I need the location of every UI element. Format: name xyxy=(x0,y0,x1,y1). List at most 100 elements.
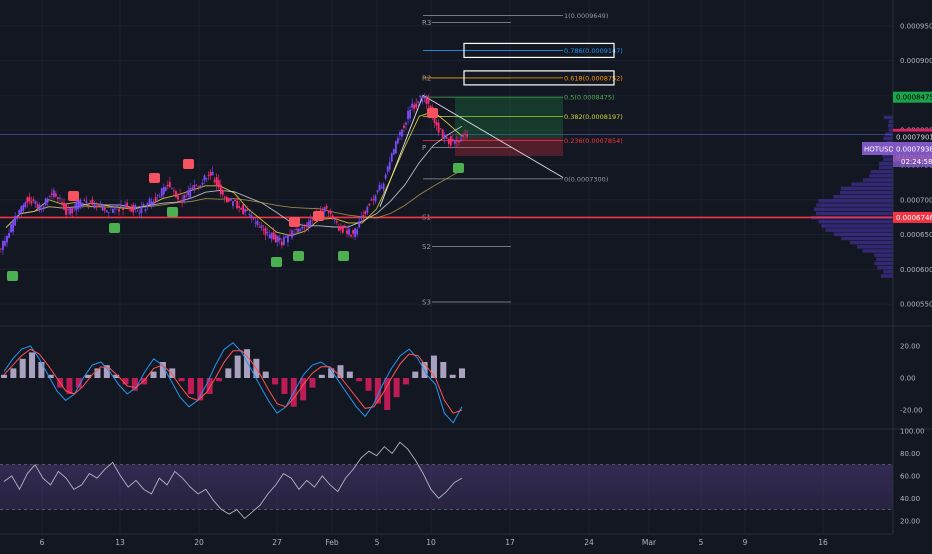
time-tick-label: Feb xyxy=(325,538,339,547)
candle xyxy=(399,132,401,135)
candle xyxy=(377,190,379,192)
candle xyxy=(305,225,307,226)
candle xyxy=(277,236,279,242)
candle xyxy=(385,175,387,179)
candle xyxy=(220,185,222,194)
candle xyxy=(230,199,232,201)
candle xyxy=(22,205,24,211)
macd-histogram-bar xyxy=(431,356,437,378)
candle xyxy=(287,235,289,242)
candle xyxy=(354,228,356,237)
rsi-scale-label: 80.00 xyxy=(900,450,920,458)
macd-histogram-bar xyxy=(450,375,456,378)
candle xyxy=(348,229,350,235)
volume-profile-bar xyxy=(818,199,893,203)
candle xyxy=(183,195,185,202)
volume-profile-bar xyxy=(874,262,893,266)
macd-histogram-bar xyxy=(366,378,372,391)
candle xyxy=(155,197,157,202)
macd-histogram-bar xyxy=(309,378,315,388)
candle xyxy=(116,206,118,208)
price-tag-label: 0.0007901 xyxy=(896,134,932,142)
sell-signal-marker xyxy=(313,211,324,221)
candle xyxy=(218,180,220,188)
candle xyxy=(464,134,466,135)
time-tick-label: 16 xyxy=(818,538,828,547)
candle xyxy=(228,198,230,201)
pivot-label: R2 xyxy=(422,75,431,83)
macd-histogram-bar xyxy=(141,378,147,384)
candle xyxy=(185,196,187,197)
candle xyxy=(391,153,393,161)
candle xyxy=(90,201,92,202)
macd-histogram-bar xyxy=(235,356,241,378)
volume-profile-bar xyxy=(850,241,893,245)
rsi-scale-label: 60.00 xyxy=(900,472,920,480)
candle xyxy=(26,197,28,202)
rsi-scale-label: 100.00 xyxy=(900,428,925,436)
candle xyxy=(24,202,26,207)
candle xyxy=(356,229,358,234)
macd-histogram-bar xyxy=(440,362,446,378)
candle xyxy=(263,229,265,230)
candle xyxy=(342,225,344,232)
candle xyxy=(295,229,297,230)
macd-histogram-bar xyxy=(29,352,35,378)
macd-histogram-bar xyxy=(263,372,269,378)
candle xyxy=(86,201,88,203)
candle xyxy=(195,185,197,186)
price-scale-label: 0.0009000 xyxy=(900,57,932,65)
rsi-scale-label: 40.00 xyxy=(900,495,920,503)
candle xyxy=(55,193,57,196)
candle xyxy=(403,125,405,128)
candle xyxy=(6,236,8,243)
volume-profile-bar xyxy=(877,266,893,270)
candle xyxy=(244,209,246,212)
candle xyxy=(136,211,138,212)
candle xyxy=(216,177,218,185)
candle xyxy=(212,172,214,175)
candle xyxy=(51,193,53,194)
candle xyxy=(246,209,248,210)
candle xyxy=(96,206,98,207)
volume-profile-bar xyxy=(884,116,893,120)
candle xyxy=(49,196,51,197)
candle xyxy=(167,185,169,186)
price-scale-label: 0.0006000 xyxy=(900,266,932,274)
volume-profile-bar xyxy=(851,182,893,186)
volume-profile-bar xyxy=(883,157,893,161)
volume-profile-bar xyxy=(833,195,893,199)
candle xyxy=(16,217,18,218)
volume-profile-bar xyxy=(825,228,893,232)
candle xyxy=(53,190,55,197)
candle xyxy=(261,225,263,228)
candle xyxy=(234,200,236,201)
candle xyxy=(208,175,210,176)
candle xyxy=(67,209,69,210)
candle xyxy=(39,205,41,210)
candle xyxy=(12,222,14,232)
candle xyxy=(293,234,295,235)
candle xyxy=(273,232,275,239)
candle xyxy=(79,200,81,208)
candle xyxy=(322,209,324,210)
candle xyxy=(45,198,47,205)
symbol-price: 0.0007938 xyxy=(896,146,932,154)
candle xyxy=(340,227,342,230)
candle xyxy=(204,175,206,180)
candle xyxy=(383,184,385,190)
candle xyxy=(407,111,409,119)
candle xyxy=(132,205,134,212)
candle xyxy=(159,197,161,198)
candle xyxy=(31,201,33,203)
macd-histogram-bar xyxy=(188,378,194,394)
volume-profile-bar xyxy=(834,233,893,237)
candle xyxy=(301,227,303,228)
fib-label: 0.382(0.0008197) xyxy=(564,113,623,121)
candle xyxy=(405,123,407,125)
macd-histogram-bar xyxy=(403,378,409,384)
price-scale-label: 0.0006500 xyxy=(900,231,932,239)
candle xyxy=(250,215,252,218)
candle xyxy=(165,187,167,191)
